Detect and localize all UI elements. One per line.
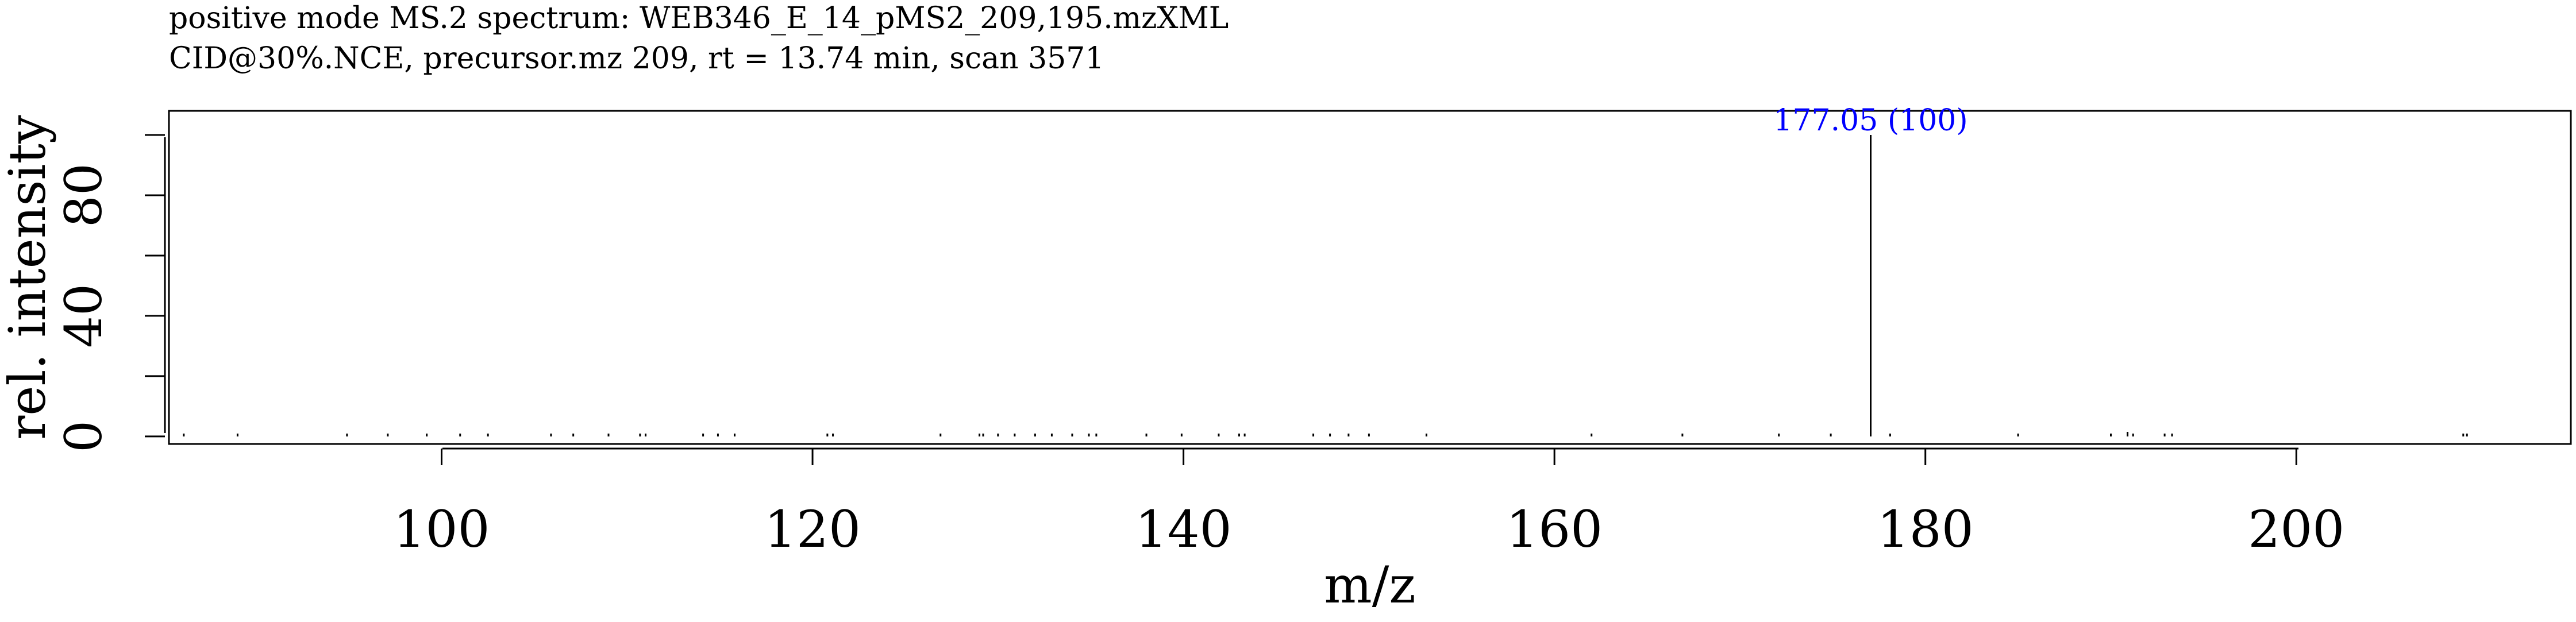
x-tick-label: 120	[764, 500, 861, 559]
y-tick-label: 0	[54, 420, 113, 453]
x-tick-label: 140	[1135, 500, 1232, 559]
x-tick-label: 160	[1506, 500, 1603, 559]
x-axis-label: m/z	[1324, 555, 1415, 615]
y-axis-ticks: 0 40 80	[54, 134, 165, 453]
x-axis-ticks: 100 120 140 160 180 200	[394, 449, 2344, 559]
peak-label: 177.05 (100)	[1773, 103, 1967, 138]
y-tick-label: 40	[54, 284, 113, 348]
y-tick-label: 80	[54, 163, 113, 227]
y-axis-label: rel. intensity	[0, 115, 57, 440]
plot-frame	[168, 110, 2572, 445]
peak-bars	[183, 134, 2468, 436]
chart-subtitle: CID@30%.NCE, precursor.mz 209, rt = 13.7…	[169, 41, 1104, 76]
x-tick-label: 200	[2248, 500, 2344, 559]
x-tick-label: 180	[1877, 500, 1974, 559]
x-tick-label: 100	[394, 500, 490, 559]
peak-annotations: 177.05 (100)	[1773, 103, 1967, 138]
chart-title: positive mode MS.2 spectrum: WEB346_E_14…	[169, 1, 1229, 36]
